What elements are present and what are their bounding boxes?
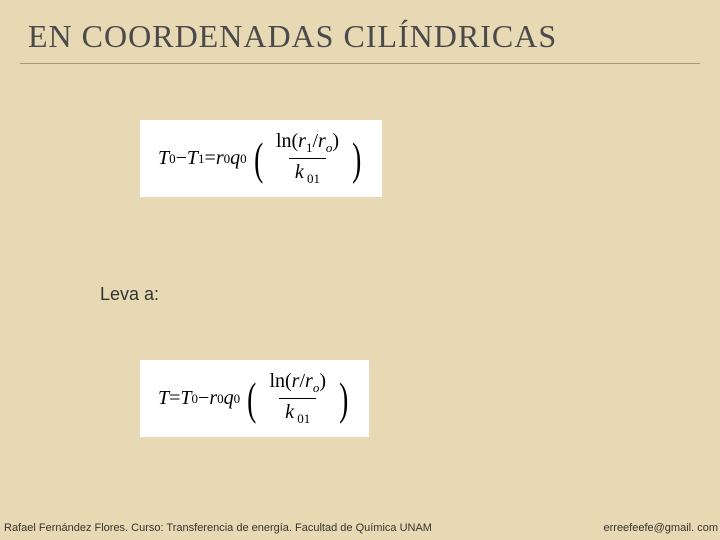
eq1-q0-sub: 0 [240,151,247,167]
eq1-r1: r [298,130,306,152]
eq1-T0: T [158,147,169,170]
eq2-ro: r [305,370,313,392]
eq2-r0: r [209,387,217,410]
eq2-equals: = [169,387,180,410]
eq1-minus: − [176,147,187,170]
footer-email: erreefeefe@gmail. com [604,522,719,534]
eq2-k-sub: 01 [294,411,310,426]
eq2-T0: T [180,387,191,410]
eq2-numerator: ln(r/ro) [263,370,332,398]
equation-1-container: T0 − T1 = r0 q0 ( ln(r1/ro) k 01 ) [140,120,382,197]
eq1-ln-rp: ) [332,130,339,152]
eq2-T: T [158,387,169,410]
equation-1-box: T0 − T1 = r0 q0 ( ln(r1/ro) k 01 ) [140,120,382,197]
eq1-rparen: ) [352,136,361,182]
eq2-fraction: ln(r/ro) k 01 [263,370,332,427]
title-underline [20,63,700,64]
eq2-q0-sub: 0 [234,391,241,407]
eq1-ln: ln [276,130,292,152]
equation-2-container: T = T0 − r0 q0 ( ln(r/ro) k 01 ) [140,360,369,437]
eq2-rparen: ) [339,376,348,422]
equation-1: T0 − T1 = r0 q0 ( ln(r1/ro) k 01 ) [158,130,364,187]
eq1-numerator: ln(r1/ro) [270,130,345,158]
eq2-lparen: ( [247,376,256,422]
eq2-minus: − [198,387,209,410]
eq1-q0: q [230,147,240,170]
eq1-T1: T [187,147,198,170]
equation-2-box: T = T0 − r0 q0 ( ln(r/ro) k 01 ) [140,360,369,437]
eq2-denominator: k 01 [279,398,316,427]
slide-title: EN COORDENADAS CILÍNDRICAS [0,0,720,63]
eq2-ln-rp: ) [319,370,326,392]
leva-text: Leva a: [100,284,159,305]
equation-2: T = T0 − r0 q0 ( ln(r/ro) k 01 ) [158,370,351,427]
eq2-k: k [285,401,294,423]
eq1-denominator: k 01 [289,158,326,187]
eq2-ln-lp: ( [285,370,292,392]
footer-author: Rafael Fernández Flores. Curso: Transfer… [4,522,432,534]
eq1-r0: r [216,147,224,170]
eq1-fraction: ln(r1/ro) k 01 [270,130,345,187]
eq1-lparen: ( [254,136,263,182]
eq2-ln: ln [269,370,285,392]
eq1-equals: = [205,147,216,170]
eq1-k: k [295,161,304,183]
eq1-ro: r [318,130,326,152]
eq1-k-sub: 01 [304,171,320,186]
footer: Rafael Fernández Flores. Curso: Transfer… [0,522,720,534]
eq2-q0: q [224,387,234,410]
